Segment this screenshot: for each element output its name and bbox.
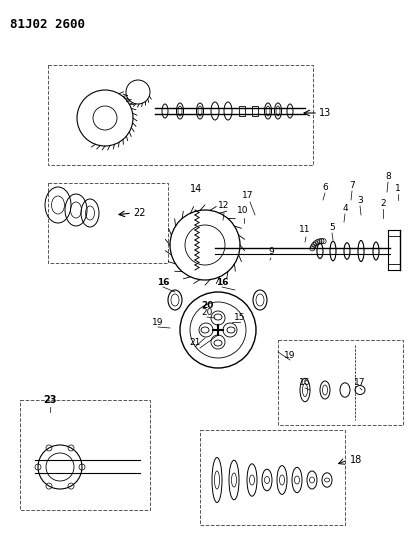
Bar <box>278 340 403 425</box>
Text: 21: 21 <box>189 338 201 347</box>
Text: 11: 11 <box>299 225 311 234</box>
Text: 20: 20 <box>201 308 213 317</box>
Text: 18: 18 <box>350 455 362 465</box>
Bar <box>252 106 258 116</box>
Text: 22: 22 <box>133 208 146 218</box>
Text: 5: 5 <box>329 223 335 232</box>
Text: 3: 3 <box>357 196 363 205</box>
Text: 4: 4 <box>342 204 348 213</box>
Text: 8: 8 <box>385 172 391 181</box>
Bar <box>239 106 245 116</box>
Bar <box>20 400 150 510</box>
Text: 23: 23 <box>43 395 57 405</box>
Text: 12: 12 <box>218 201 230 210</box>
Text: 16: 16 <box>299 378 311 387</box>
Text: 15: 15 <box>234 313 246 322</box>
Text: 16: 16 <box>157 278 169 287</box>
Text: 17: 17 <box>354 378 366 387</box>
Text: 2: 2 <box>380 199 386 208</box>
Text: 14: 14 <box>190 184 202 194</box>
Text: 20: 20 <box>201 301 213 310</box>
Text: 9: 9 <box>268 247 274 256</box>
Text: 19: 19 <box>152 318 164 327</box>
Bar <box>48 183 168 263</box>
Text: 17: 17 <box>242 191 254 200</box>
Text: 81J02 2600: 81J02 2600 <box>10 18 85 31</box>
Bar <box>200 430 345 525</box>
Text: 16: 16 <box>216 278 228 287</box>
Text: 13: 13 <box>319 108 331 118</box>
Text: 7: 7 <box>349 181 355 190</box>
Text: 10: 10 <box>237 206 249 215</box>
Bar <box>48 65 313 165</box>
Text: 1: 1 <box>395 184 401 193</box>
Text: 6: 6 <box>322 183 328 192</box>
Text: 19: 19 <box>284 351 296 360</box>
